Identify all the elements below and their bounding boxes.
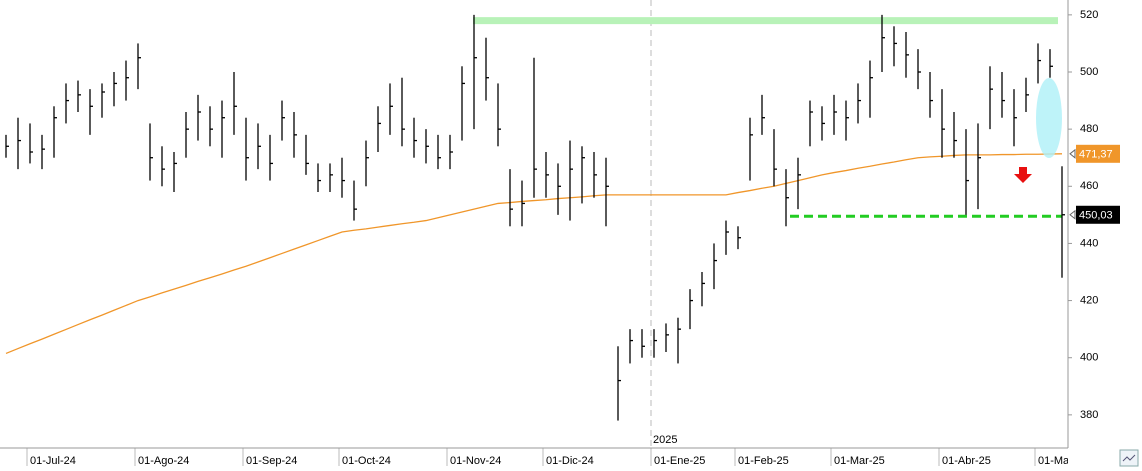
corner-icon: [1122, 454, 1136, 462]
y-axis: 380 400 420 440 460 480 500 520 471,37 450,03: [1068, 9, 1120, 421]
x-tick-label: 01-Abr-25: [942, 455, 991, 467]
price-marker-box: [1076, 144, 1120, 163]
x-tick-label: 01-Ago-24: [138, 455, 189, 467]
x-tick-label: 01-Dic-24: [546, 455, 594, 467]
price-marker-label: 471,37: [1079, 149, 1113, 161]
price-marker-label: 450,03: [1079, 210, 1113, 222]
moving-average: [5, 153, 1063, 355]
highlight-ellipse: [1036, 78, 1062, 158]
x-tick-label: 01-Jul-24: [30, 455, 76, 467]
corner-button[interactable]: [1119, 449, 1139, 467]
price-marker-pointer: [1069, 209, 1076, 220]
price-marker-pointer: [1069, 148, 1076, 159]
plot-area: 01-Jul-24 01-Ago-24 01-Sep-24 01-Oct-24 01-N…: [5, 0, 1091, 467]
y-tick-label: 480: [1080, 123, 1098, 135]
x-tick-label: 01-Ene-25: [654, 455, 705, 467]
y-tick-label: 460: [1080, 180, 1098, 192]
x-tick-label: 01-Sep-24: [246, 455, 297, 467]
price-marker-box: [1076, 205, 1120, 224]
y-tick-label: 440: [1080, 237, 1098, 249]
x-tick-label: 01-May-25: [1038, 455, 1091, 467]
y-tick-label: 420: [1080, 294, 1098, 306]
y-tick-label: 380: [1080, 409, 1098, 421]
x-tick-label: 01-Mar-25: [834, 455, 885, 467]
year-label: 2025: [653, 434, 677, 446]
x-tick-label: 01-Oct-24: [342, 455, 391, 467]
down-arrow: [1014, 167, 1032, 183]
y-tick-label: 520: [1080, 9, 1098, 21]
y-tick-label: 500: [1080, 66, 1098, 78]
x-tick-label: 01-Nov-24: [450, 455, 501, 467]
x-tick-label: 01-Feb-25: [738, 455, 789, 467]
y-tick-label: 400: [1080, 352, 1098, 364]
